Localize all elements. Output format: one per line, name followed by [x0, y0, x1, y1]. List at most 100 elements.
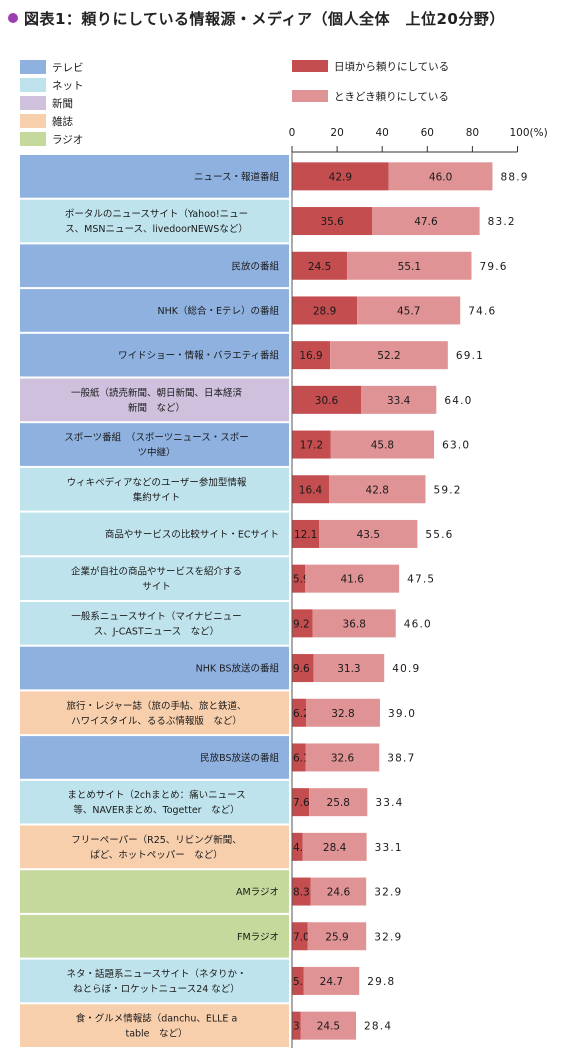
- category-label-box: [20, 289, 289, 332]
- legend-swatch-newspaper: [20, 96, 46, 110]
- category-label: table など）: [125, 1028, 187, 1040]
- category-label: スポーツ番組 （スポーツニュース・スポー: [64, 432, 248, 444]
- category-label: ワイドショー・情報・バラエティ番組: [118, 350, 279, 362]
- category-label-box: [20, 602, 289, 645]
- category-label-box: [20, 646, 289, 690]
- bar-segment-sometimes: [305, 743, 380, 772]
- data-label-daily: 28.9: [313, 305, 336, 317]
- total-label: 32.9: [374, 931, 402, 943]
- bar-segment-daily: [292, 788, 310, 817]
- bar-segment-daily: [292, 207, 373, 236]
- legend-swatch-magazine: [20, 114, 46, 128]
- category-label: 集約サイト: [133, 491, 181, 503]
- category-label-box: [20, 333, 289, 377]
- total-label: 55.6: [425, 529, 453, 541]
- data-label-sometimes: 28.4: [323, 842, 347, 854]
- total-label: 83.2: [488, 216, 516, 228]
- category-label: ねとらぼ・ロケットニュース24 など）: [73, 983, 240, 995]
- category-label: AMラジオ: [236, 887, 279, 898]
- data-label-sometimes: 25.9: [325, 931, 348, 943]
- legend-label-net: ネット: [52, 80, 84, 92]
- data-label-sometimes: 24.7: [320, 976, 343, 988]
- total-label: 33.4: [375, 797, 403, 809]
- category-label: ウィキペディアなどのユーザー参加型情報: [67, 476, 247, 488]
- data-label-daily: 12.1: [294, 529, 317, 541]
- category-label: ツ中継）: [137, 447, 175, 459]
- data-label-daily: 17.2: [300, 440, 323, 452]
- total-label: 33.1: [375, 842, 403, 854]
- category-label-box: [20, 378, 289, 422]
- x-tick-label: 60: [421, 127, 434, 139]
- bar-segment-sometimes: [302, 832, 367, 861]
- total-label: 74.6: [468, 305, 496, 317]
- category-label: 食・グルメ情報誌（danchu、ELLE a: [76, 1013, 238, 1025]
- title-bullet-icon: [8, 13, 18, 23]
- legend-swatch-radio: [20, 132, 46, 146]
- data-label-sometimes: 52.2: [377, 350, 400, 362]
- total-label: 46.0: [404, 618, 432, 630]
- data-label-daily: 9.6: [293, 663, 310, 675]
- category-label: ぱど、ホットペッパー など）: [90, 849, 223, 861]
- data-label-daily: 7.0: [293, 931, 310, 943]
- data-label-sometimes: 32.8: [331, 708, 354, 720]
- data-label-sometimes: 36.8: [343, 618, 366, 630]
- bar-segment-sometimes: [310, 877, 367, 906]
- legend-swatch-net: [20, 78, 46, 92]
- x-tick-label: 20: [330, 127, 343, 139]
- legend-label-tv: テレビ: [52, 62, 84, 74]
- category-label-box: [20, 557, 289, 600]
- data-label-daily: 16.9: [299, 350, 322, 362]
- category-label-box: [20, 512, 289, 556]
- bar-segment-sometimes: [319, 519, 418, 548]
- legend-label-series-0: 日頃から頼りにしている: [334, 61, 449, 73]
- total-label: 47.5: [407, 574, 435, 586]
- category-label-box: [20, 825, 289, 869]
- bar-segment-daily: [292, 251, 348, 280]
- bar-segment-sometimes: [305, 698, 380, 727]
- category-label: ハワイスタイル、るるぶ情報版 など）: [71, 715, 242, 727]
- bar-segment-sometimes: [330, 341, 448, 370]
- bar-segment-sometimes: [328, 475, 426, 504]
- data-label-sometimes: 24.6: [327, 887, 351, 899]
- total-label: 38.7: [387, 752, 415, 764]
- bar-segment-sometimes: [307, 922, 367, 951]
- category-label-box: [20, 1004, 289, 1047]
- category-label: 等、NAVERまとめ、Togetter など）: [73, 804, 239, 816]
- legend-label-magazine: 雑誌: [52, 115, 73, 128]
- bar-segment-sometimes: [330, 430, 435, 459]
- data-label-sometimes: 46.0: [429, 171, 452, 183]
- legend-label-newspaper: 新聞: [52, 97, 73, 110]
- data-label-sometimes: 31.3: [337, 663, 360, 675]
- category-label: 旅行・レジャー誌（旅の手帖、旅と鉄道、: [66, 700, 246, 712]
- category-label: ポータルのニュースサイト（Yahoo!ニュー: [65, 208, 248, 220]
- data-label-daily: 9.2: [293, 618, 310, 630]
- total-label: 29.8: [367, 976, 395, 988]
- bar-segment-daily: [292, 832, 303, 861]
- data-label-daily: 6.2: [293, 708, 310, 720]
- chart-title: 図表1：頼りにしている情報源・メディア（個人全体 上位20分野）: [8, 6, 505, 30]
- bar-segment-sometimes: [347, 251, 472, 280]
- total-label: 39.0: [388, 708, 416, 720]
- category-label: ニュース・報道番組: [194, 171, 280, 183]
- total-label: 69.1: [456, 350, 484, 362]
- bar-segment-daily: [292, 296, 358, 325]
- legend-swatch-tv: [20, 60, 46, 74]
- category-label: 新聞 など）: [128, 402, 185, 414]
- data-label-daily: 35.6: [320, 216, 344, 228]
- data-label-sometimes: 41.6: [341, 574, 365, 586]
- total-label: 64.0: [444, 395, 472, 407]
- data-label-sometimes: 45.7: [397, 305, 420, 317]
- chart-title-text: 図表1：頼りにしている情報源・メディア（個人全体 上位20分野）: [24, 9, 505, 28]
- category-label: 一般紙（読売新聞、朝日新聞、日本経済: [71, 387, 243, 399]
- category-label: 商品やサービスの比較サイト・ECサイト: [105, 528, 279, 540]
- data-label-daily: 24.5: [308, 261, 331, 273]
- category-label: 企業が自社の商品やサービスを紹介する: [71, 566, 242, 578]
- category-label: 民放BS放送の番組: [200, 752, 279, 764]
- bar-segment-daily: [292, 609, 313, 638]
- bar-segment-daily: [292, 519, 320, 548]
- bar-segment-sometimes: [357, 296, 461, 325]
- bar-segment-daily: [292, 341, 331, 370]
- category-label-box: [20, 870, 289, 913]
- category-label-box: [20, 780, 289, 824]
